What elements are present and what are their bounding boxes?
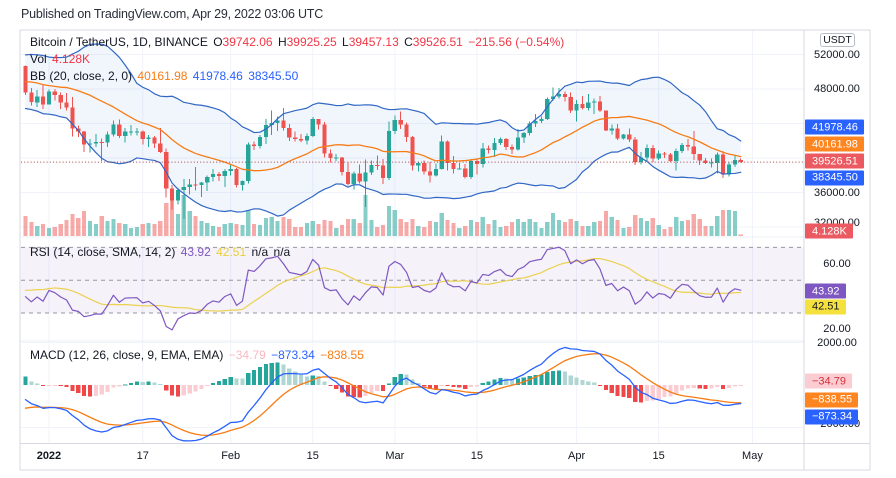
price-axis-label[interactable]: 48000.00	[814, 83, 860, 95]
chart-frame	[19, 29, 871, 471]
rsi-axis-badge[interactable]: 43.92	[805, 283, 846, 299]
time-axis-label[interactable]: May	[742, 450, 763, 462]
macd-signal-value: −838.55	[320, 348, 364, 362]
rsi-axis-label[interactable]: 60.00	[823, 257, 851, 270]
bb-lower-value: 38345.50	[248, 68, 299, 83]
volume-legend[interactable]: Vol 4.128K	[30, 52, 92, 66]
rsi-line	[24, 246, 742, 331]
volume-value: 4.128K	[52, 52, 91, 66]
rsi-band-lines	[21, 246, 804, 314]
price-axis-label[interactable]: 52000.00	[814, 48, 860, 61]
macd-value: −873.34	[271, 348, 315, 362]
macd-hist-value: −34.79	[228, 348, 266, 362]
currency-badge[interactable]: USDT	[820, 33, 855, 47]
macd-histogram	[23, 362, 743, 403]
macd-axis-label[interactable]: 2000.00	[817, 336, 857, 349]
time-axis-label[interactable]: 15	[470, 450, 484, 462]
low-value: 39457.13	[348, 35, 399, 49]
rsi-label[interactable]: RSI (14, close, SMA, 14, 2)	[30, 245, 176, 259]
change-value: −215.56 (−0.54%)	[468, 35, 565, 49]
symbol-title[interactable]: Bitcoin / TetherUS, 1D, BINANCE	[30, 35, 208, 49]
bb-fill	[25, 44, 741, 217]
macd-axis-badge[interactable]: −873.34	[805, 409, 859, 424]
bb-basis-line	[24, 81, 742, 172]
close-label: C	[404, 35, 413, 49]
macd-axis-badge[interactable]: −34.79	[805, 373, 852, 389]
candles	[23, 65, 743, 219]
price-axis-badge[interactable]: 39526.51	[805, 153, 864, 169]
price-axis-badge[interactable]: 38345.50	[805, 170, 864, 185]
macd-gridlines	[21, 342, 804, 428]
time-axis-label[interactable]: Apr	[568, 450, 586, 462]
bb-lower-line	[24, 107, 742, 217]
time-axis-label[interactable]: 2022	[36, 450, 62, 462]
time-axis-label[interactable]: 17	[136, 450, 149, 462]
rsi-axis-label[interactable]: 20.00	[823, 323, 851, 336]
high-value: 39925.25	[286, 35, 337, 49]
published-caption: Published on TradingView.com, Apr 29, 20…	[21, 7, 324, 21]
main-pane-legend[interactable]: Bitcoin / TetherUS, 1D, BINANCE O39742.0…	[30, 35, 566, 49]
pane-separators	[21, 236, 804, 342]
bb-label[interactable]: BB (20, close, 2, 0)	[30, 68, 133, 83]
rsi-legend[interactable]: RSI (14, close, SMA, 14, 2) 43.92 42.51 …	[30, 245, 292, 259]
macd-line	[24, 346, 742, 442]
time-axis-label[interactable]: Mar	[385, 450, 405, 462]
time-axis-label[interactable]: 15	[306, 450, 319, 462]
rsi-axis-badge[interactable]: 42.51	[805, 299, 846, 314]
volume-axis-badge[interactable]: 4.128K	[805, 223, 853, 239]
volume-bars	[23, 195, 743, 236]
price-axis-badge[interactable]: 41978.46	[805, 119, 864, 135]
bb-legend[interactable]: BB (20, close, 2, 0) 40161.98 41978.46 3…	[30, 69, 300, 83]
time-axis-label[interactable]: Feb	[221, 450, 241, 462]
rsi-ma-line	[24, 258, 742, 312]
price-axis-label[interactable]: 36000.00	[814, 186, 860, 199]
rsi-value: 43.92	[180, 245, 211, 259]
macd-label[interactable]: MACD (12, 26, close, 9, EMA, EMA)	[30, 348, 224, 362]
open-label: O	[213, 35, 223, 49]
rsi-band-lower-value: n/a	[273, 245, 291, 259]
macd-signal-line	[24, 353, 742, 437]
open-value: 39742.06	[222, 35, 273, 49]
time-axis-label[interactable]: 15	[652, 450, 665, 462]
rsi-ma-value: 42.51	[216, 245, 247, 259]
macd-axis-badge[interactable]: −838.55	[805, 392, 859, 407]
close-value: 39526.51	[412, 35, 463, 49]
volume-label[interactable]: Vol	[30, 52, 47, 66]
high-label: H	[277, 35, 287, 49]
price-axis-badge[interactable]: 40161.98	[805, 136, 864, 152]
rsi-band-upper-value: n/a	[251, 245, 269, 259]
bb-upper-value: 41978.46	[192, 68, 243, 83]
bb-basis-value: 40161.98	[137, 68, 188, 83]
macd-legend[interactable]: MACD (12, 26, close, 9, EMA, EMA) −34.79…	[30, 348, 366, 362]
bb-upper-line	[24, 43, 742, 142]
low-label: L	[342, 35, 349, 49]
